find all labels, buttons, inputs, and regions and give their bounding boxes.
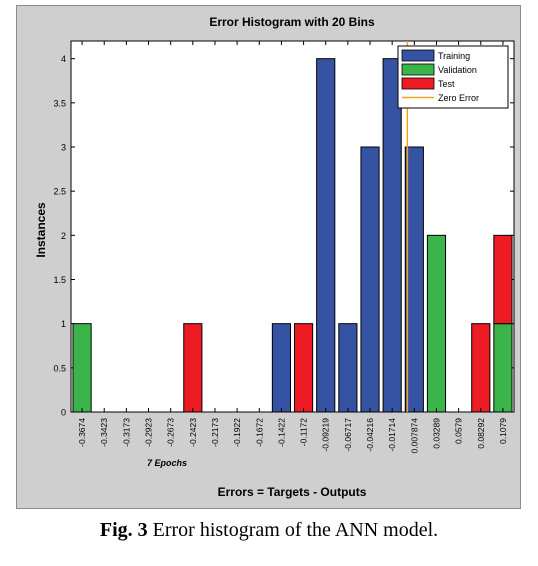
x-tick-label: -0.2673 (166, 418, 176, 447)
y-tick-label: 1 (61, 319, 66, 329)
y-tick-label: 1.5 (53, 275, 66, 285)
legend-label: Validation (438, 65, 477, 75)
x-tick-label: -0.1172 (299, 418, 309, 446)
x-tick-label: -0.01714 (387, 418, 397, 452)
x-tick-label: 0.007874 (409, 418, 419, 454)
chart-title: Error Histogram with 20 Bins (209, 15, 375, 29)
bar-test-10 (293, 323, 314, 413)
chart-legend: Training Validation Test Zero Error (397, 45, 509, 109)
figure-caption: Fig. 3 Error histogram of the ANN model. (0, 519, 538, 542)
bar-test-18 (471, 323, 491, 413)
bars (72, 58, 513, 413)
bar-test-5 (183, 323, 203, 413)
x-tick-label: -0.2423 (188, 418, 198, 447)
x-tick-label: 0.0579 (454, 418, 464, 444)
bar-training-9 (271, 323, 292, 413)
x-tick-label: -0.1672 (254, 418, 264, 447)
bar-test-19 (493, 234, 513, 325)
x-tick-label: -0.3173 (121, 418, 131, 447)
x-tick-label: -0.1422 (276, 418, 286, 447)
x-tick-label: -0.3423 (99, 418, 109, 447)
legend-label: Training (438, 51, 470, 61)
x-tick-label: -0.3674 (77, 418, 87, 447)
y-tick-label: 2.5 (53, 187, 66, 197)
bar-training-11 (316, 58, 336, 413)
legend-label: Test (438, 79, 455, 89)
x-tick-label: -0.09219 (321, 418, 331, 452)
error-histogram-chart: Error Histogram with 20 Bins 0 0.5 1 1.5 2 2.… (34, 15, 515, 499)
x-tick-label: -0.06717 (343, 418, 353, 452)
bar-training-13 (360, 146, 380, 413)
x-axis-label: Errors = Targets - Outputs (218, 485, 367, 499)
x-tick-label: -0.2923 (144, 418, 154, 447)
bar-validation-0 (72, 323, 92, 413)
bar-validation-19 (493, 323, 513, 413)
x-tick-label: 0.03289 (431, 418, 441, 449)
y-tick-label: 0 (61, 408, 66, 418)
x-tick-label: -0.1922 (232, 418, 242, 447)
bar-validation-16 (426, 234, 447, 413)
x-tick-label: 0.1079 (498, 418, 508, 444)
legend-swatch-test (401, 77, 435, 90)
x-tick-label: -0.04216 (365, 418, 375, 452)
x-tick-label: 0.08292 (476, 418, 486, 449)
x-tick-label: -0.2173 (210, 418, 220, 447)
figure-frame: Error Histogram with 20 Bins 0 0.5 1 1.5 2 2.… (16, 5, 521, 509)
bar-training-12 (338, 323, 358, 413)
legend-label: Zero Error (438, 93, 479, 103)
bar-training-14 (382, 58, 402, 413)
legend-swatch-validation (401, 63, 435, 76)
y-tick-label: 3.5 (53, 98, 66, 108)
y-axis-label: Instances (34, 202, 48, 258)
y-tick-label: 2 (61, 231, 66, 241)
y-tick-label: 3 (61, 143, 66, 153)
legend-swatch-training (401, 49, 435, 62)
epochs-annotation: 7 Epochs (147, 458, 187, 468)
caption-label: Fig. 3 (99, 519, 148, 541)
y-tick-label: 0.5 (53, 363, 66, 373)
caption-text: Error histogram of the ANN model. (152, 519, 439, 541)
y-tick-label: 4 (61, 54, 66, 64)
x-axis: -0.3674 -0.3423 -0.3173 -0.2923 -0.2673 -0.24… (77, 41, 508, 453)
